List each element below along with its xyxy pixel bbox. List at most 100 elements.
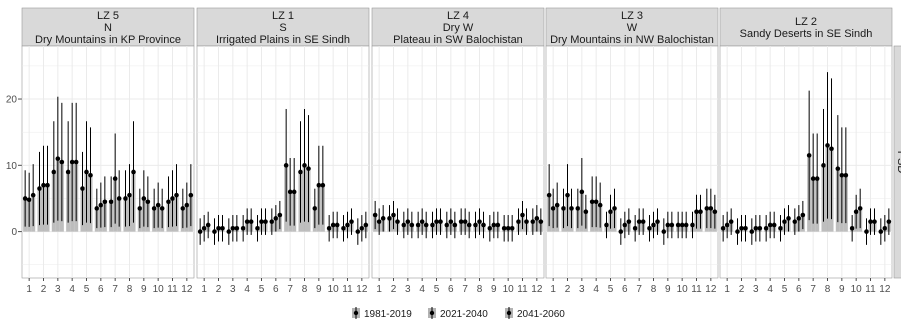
x-tick-label: 3 [753,284,759,295]
data-point [534,216,540,221]
data-point [520,212,525,218]
data-point [341,225,346,231]
data-point [170,196,175,201]
data-point [30,192,36,198]
data-point [640,219,646,224]
x-tick-label: 12 [531,284,543,295]
data-point [593,199,599,205]
x-tick-label: 10 [503,284,515,295]
data-point [800,212,806,218]
data-point [380,216,386,221]
data-point [452,222,458,228]
data-point [359,225,365,231]
x-tick-label: 11 [865,284,876,295]
data-point [516,219,521,224]
data-point [277,212,283,218]
data-point [491,222,497,228]
data-point [430,222,435,228]
y-tick-label: 0 [11,227,17,238]
y-tick-label: 20 [6,95,18,106]
data-point [720,225,726,231]
x-tick-label: 8 [651,284,657,295]
data-point [116,196,122,201]
data-point [683,222,689,228]
data-point [796,216,802,221]
data-point [530,219,536,224]
x-tick-label: 2 [739,284,745,295]
data-point [466,222,472,228]
data-point [579,189,585,195]
data-point [829,146,834,152]
data-point [180,206,186,211]
facet-strip-label: LZ 1 [272,10,294,22]
data-point [771,222,777,228]
data-point [767,222,773,228]
x-tick-label: 6 [98,284,104,295]
x-tick-label: 9 [491,284,497,295]
data-point [661,229,667,234]
x-tick-label: 7 [287,284,293,295]
data-point [814,176,820,181]
data-point [234,225,240,231]
data-point [694,209,699,215]
facet-strip-label: Dry W [443,22,474,34]
data-point [792,219,798,224]
data-point [230,225,236,231]
data-point [698,209,703,215]
data-point [287,189,293,195]
x-tick-label: 9 [316,284,322,295]
data-point [561,206,566,211]
data-point [174,192,179,198]
data-point [473,222,478,228]
data-point [864,229,869,234]
data-point [127,192,132,198]
x-tick-label: 4 [593,284,599,295]
x-tick-label: 3 [55,284,61,295]
data-point [753,225,759,231]
data-point [155,202,161,208]
x-tick-label: 8 [127,284,133,295]
data-point [501,225,507,231]
x-tick-label: 9 [839,284,845,295]
data-point [37,186,42,191]
data-point [220,225,225,231]
data-point [597,202,603,208]
data-point [675,222,681,228]
data-point [112,176,118,181]
data-point [448,219,454,224]
data-point [248,219,254,224]
x-tick-label: 3 [230,284,236,295]
x-tick-label: 3 [405,284,411,295]
data-point [401,222,407,228]
data-point [137,206,143,211]
x-tick-label: 9 [665,284,671,295]
data-point [538,219,544,224]
x-tick-label: 1 [26,284,32,295]
x-tick-label: 10 [677,284,689,295]
facet-strip [371,7,545,47]
data-point [589,199,595,205]
data-point [882,225,888,231]
facet-strip-label: Dry Mountains in KP Province [35,34,181,46]
data-point [853,209,859,215]
data-point [159,206,165,211]
data-point [291,189,297,195]
data-point [372,212,378,218]
data-point [184,202,190,208]
legend-key-point [429,310,435,316]
data-point [632,225,638,231]
x-tick-label: 5 [259,284,265,295]
data-point [825,143,830,148]
data-point [41,182,46,188]
x-tick-label: 5 [608,284,614,295]
data-point [387,216,392,221]
data-point [679,222,685,228]
y-tick-label: 10 [6,161,18,172]
data-point [395,219,400,224]
x-tick-label: 6 [448,284,454,295]
data-point [565,192,570,198]
data-point [669,222,675,228]
data-point [735,229,740,234]
